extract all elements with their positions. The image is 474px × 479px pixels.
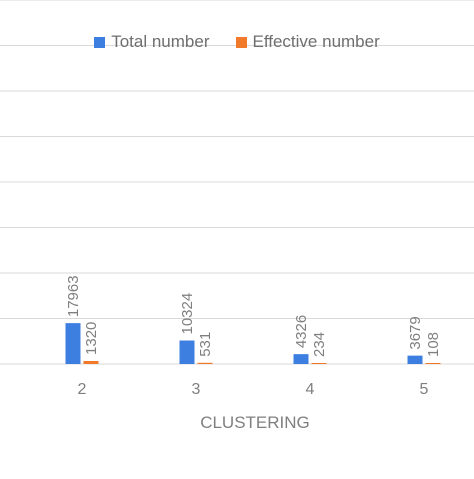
- x-tick-label-4: 4: [306, 381, 315, 398]
- data-label-effective-3: 531: [197, 332, 214, 357]
- data-label-effective-4: 234: [311, 332, 328, 357]
- bar-total-4: [293, 354, 309, 364]
- bars: [65, 323, 441, 364]
- gridlines: [0, 0, 474, 365]
- x-axis-title: CLUSTERING: [200, 413, 310, 432]
- legend: Total number Effective number: [0, 32, 474, 52]
- legend-label-effective: Effective number: [252, 32, 380, 51]
- legend-swatch-total: [94, 36, 106, 48]
- bar-total-2: [65, 323, 81, 364]
- bar-effective-2: [83, 360, 99, 364]
- x-tick-label-2: 2: [78, 381, 87, 398]
- data-label-effective-5: 108: [425, 332, 442, 357]
- bar-total-3: [179, 340, 195, 364]
- bar-effective-5: [425, 363, 441, 364]
- data-label-effective-2: 1320: [83, 322, 100, 355]
- data-label-total-5: 3679: [407, 316, 424, 349]
- x-tick-label-3: 3: [192, 381, 201, 398]
- bar-effective-4: [311, 363, 327, 364]
- data-label-total-2: 17963: [65, 275, 82, 317]
- data-label-total-3: 10324: [179, 293, 196, 335]
- x-tick-label-5: 5: [420, 381, 429, 398]
- legend-swatch-effective: [235, 36, 247, 48]
- data-label-total-4: 4326: [293, 315, 310, 348]
- bar-effective-3: [197, 362, 213, 364]
- legend-item-total: Total number: [94, 32, 210, 52]
- bar-total-5: [407, 355, 423, 364]
- x-tick-labels: 2 3 4 5: [78, 381, 429, 398]
- legend-item-effective: Effective number: [235, 32, 380, 52]
- legend-label-total: Total number: [111, 32, 210, 51]
